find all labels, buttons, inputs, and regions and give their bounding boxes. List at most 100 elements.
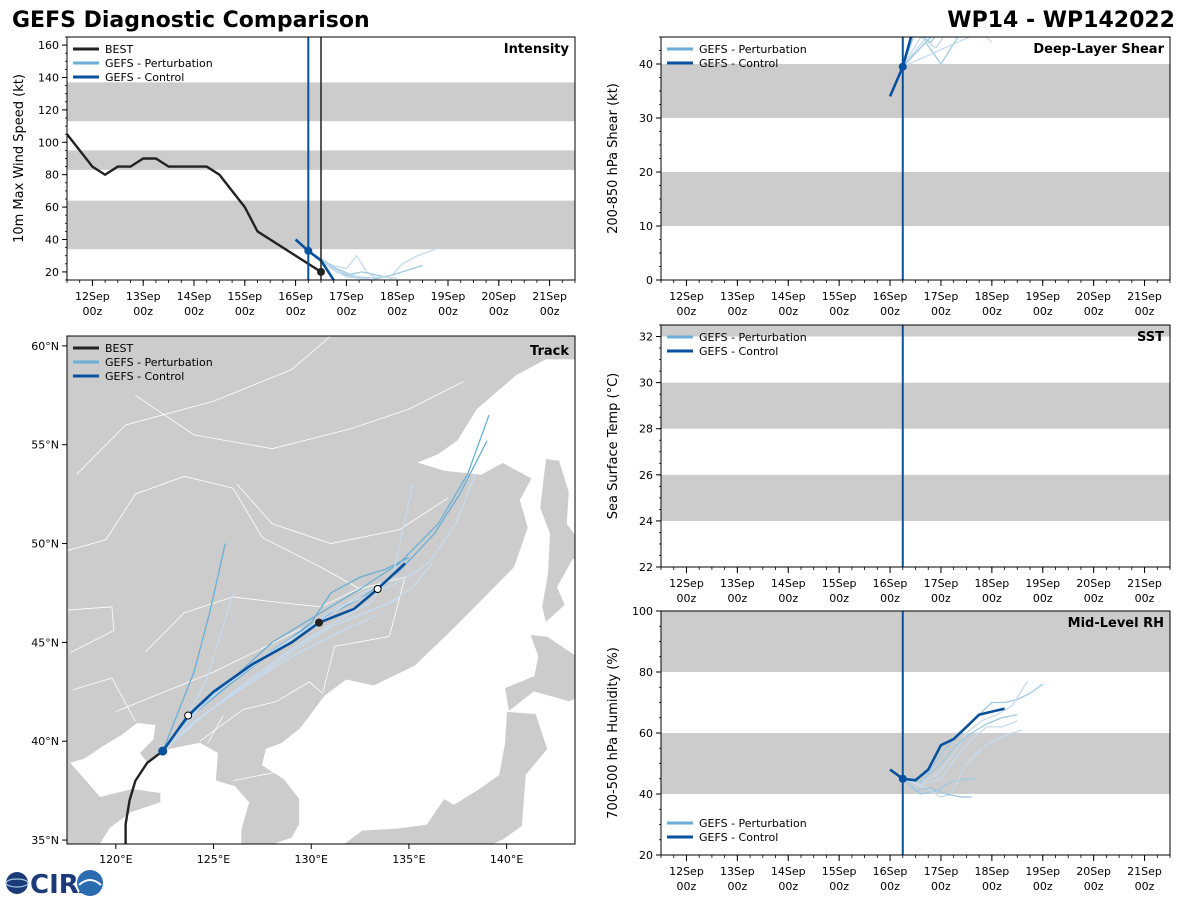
track-lon-label: 120°E [99,853,132,866]
admin-border [236,483,449,544]
rh-y-tick-label: 20 [639,849,653,862]
tick-label-line: 13Sep [720,290,755,303]
tick-label-line: 00z [880,592,900,605]
tick-label-line: 15Sep [227,290,262,303]
landmass-sakhalin [539,458,575,624]
tick-label-line: 00z [540,305,560,318]
rh-y-axis-label: 700-500 hPa Humidity (%) [606,647,621,819]
sst-x-tick-label: 21Sep 00z [1127,577,1162,605]
intensity-y-tick-label: 100 [38,136,59,149]
shear-x-tick-label: 15Sep 00z [822,290,857,318]
sst-frame [660,324,1171,568]
track-lon-label: 130°E [295,853,328,866]
track-lon-label: 125°E [197,853,230,866]
logo-seal-icon [77,870,103,896]
rh-x-tick-label: 12Sep 00z [669,865,704,893]
tick-label-line: 00z [880,880,900,893]
track-legend-label: BEST [105,342,133,355]
tick-label-line: 15Sep [822,865,857,878]
track-lon-label: 140°E [490,853,523,866]
tick-label-line: 14Sep [771,577,806,590]
tick-label-line: 00z [880,305,900,318]
sst-band [661,382,1170,429]
storm-id-title: WP14 - WP142022 [947,8,1175,33]
intensity-legend-label: GEFS - Perturbation [105,57,213,70]
landmass-hokkaido [504,634,575,713]
rh-x-tick-label: 13Sep 00z [720,865,755,893]
rh-perturbation-line [902,778,972,798]
shear-x-tick-label: 17Sep 00z [924,290,959,318]
shear-x-tick-label: 13Sep 00z [720,290,755,318]
intensity-legend-label: GEFS - Control [105,71,184,84]
tick-label-line: 00z [778,880,798,893]
sst-y-tick-label: 22 [639,561,653,574]
tick-label-line: 12Sep [75,290,110,303]
intensity-x-tick-label: 13Sep 00z [126,290,161,318]
sst-y-tick-label: 24 [639,515,653,528]
sst-legend-label: GEFS - Control [699,345,778,358]
sst-y-tick-label: 30 [639,377,653,390]
shear-x-tick-label: 18Sep 00z [974,290,1009,318]
shear-y-tick-label: 40 [639,58,653,71]
admin-border [232,770,284,782]
intensity-best-line [67,133,322,273]
intensity-x-tick-label: 17Sep 00z [329,290,364,318]
shear-frame [660,36,1171,281]
tick-label-line: 20Sep [1076,290,1111,303]
track-frame [66,335,576,845]
admin-border [144,582,371,653]
tick-label-line: 20Sep [1076,577,1111,590]
rh-frame [660,610,1171,856]
sst-x-tick-label: 16Sep 00z [873,577,908,605]
track-panel: 120°E 125°E 130°E 135°E 140°E 35°N 40°N 45°N 50°… [31,335,576,866]
tick-label-line: 00z [489,305,509,318]
tick-label-line: 00z [727,880,747,893]
track-lat-label: 50°N [31,538,59,551]
rh-series [889,680,1044,798]
admin-border [72,677,136,722]
track-perturbation-line [162,440,488,752]
tick-label-line: 00z [1084,880,1104,893]
tick-label-line: 00z [778,592,798,605]
tick-label-line: 17Sep [329,290,364,303]
rh-y-tick-label: 80 [639,666,653,679]
landmass-continent [67,336,575,844]
sst-band [661,325,1170,337]
admin-border [67,475,406,692]
rh-x-tick-label: 19Sep 00z [1025,865,1060,893]
admin-border [115,628,302,712]
sst-legend-label: GEFS - Perturbation [699,331,807,344]
track-perturbation-line [162,616,375,752]
track-lat-label: 60°N [31,340,59,353]
rh-y-tick-label: 40 [639,788,653,801]
sst-x-tick-label: 20Sep 00z [1076,577,1111,605]
tick-label-line: 16Sep [873,865,908,878]
tick-label-line: 14Sep [177,290,212,303]
intensity-frame [66,36,576,281]
shear-band [661,64,1170,118]
intensity-x-tick-label: 21Sep 00z [532,290,567,318]
admin-border [199,681,324,742]
rh-perturbation-line [902,729,1023,798]
admin-border [135,381,464,450]
intensity-y-tick-label: 20 [45,266,59,279]
track-best-line [124,750,164,844]
tick-label-line: 20Sep [1076,865,1111,878]
sst-x-tick-label: 12Sep 00z [669,577,704,605]
globe-icon [6,872,28,894]
intensity-x-tick-label: 18Sep 00z [380,290,415,318]
intensity-x-tick-label: 15Sep 00z [227,290,262,318]
tick-label-line: 00z [1033,592,1053,605]
tick-label-line: 00z [387,305,407,318]
tick-label-line: 00z [235,305,255,318]
sst-x-tick-label: 19Sep 00z [1025,577,1060,605]
rh-legend-label: GEFS - Perturbation [699,817,807,830]
track-legend-label: GEFS - Control [105,370,184,383]
shear-panel-title: Deep-Layer Shear [1033,42,1164,57]
rh-control-line [889,707,1005,782]
rh-perturbation-line [902,680,1029,783]
tick-label-line: 00z [184,305,204,318]
tick-label-line: 18Sep [380,290,415,303]
